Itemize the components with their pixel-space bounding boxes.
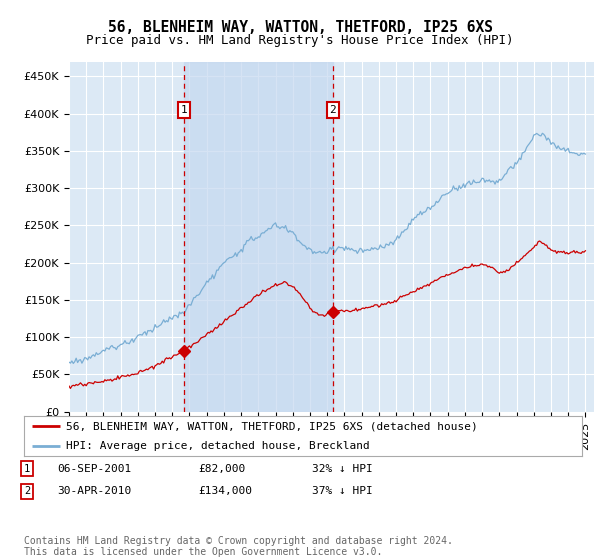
Text: 1: 1 (24, 464, 30, 474)
Text: 56, BLENHEIM WAY, WATTON, THETFORD, IP25 6XS (detached house): 56, BLENHEIM WAY, WATTON, THETFORD, IP25… (66, 421, 478, 431)
Text: Price paid vs. HM Land Registry's House Price Index (HPI): Price paid vs. HM Land Registry's House … (86, 34, 514, 46)
Text: £82,000: £82,000 (198, 464, 245, 474)
Text: 37% ↓ HPI: 37% ↓ HPI (312, 486, 373, 496)
Text: Contains HM Land Registry data © Crown copyright and database right 2024.
This d: Contains HM Land Registry data © Crown c… (24, 535, 453, 557)
Text: 30-APR-2010: 30-APR-2010 (57, 486, 131, 496)
Text: 06-SEP-2001: 06-SEP-2001 (57, 464, 131, 474)
Text: 1: 1 (181, 105, 187, 115)
Text: 32% ↓ HPI: 32% ↓ HPI (312, 464, 373, 474)
Text: HPI: Average price, detached house, Breckland: HPI: Average price, detached house, Brec… (66, 441, 370, 451)
Text: £134,000: £134,000 (198, 486, 252, 496)
Text: 2: 2 (329, 105, 336, 115)
Text: 56, BLENHEIM WAY, WATTON, THETFORD, IP25 6XS: 56, BLENHEIM WAY, WATTON, THETFORD, IP25… (107, 20, 493, 35)
Text: 2: 2 (24, 486, 30, 496)
Bar (184, 62, 333, 412)
